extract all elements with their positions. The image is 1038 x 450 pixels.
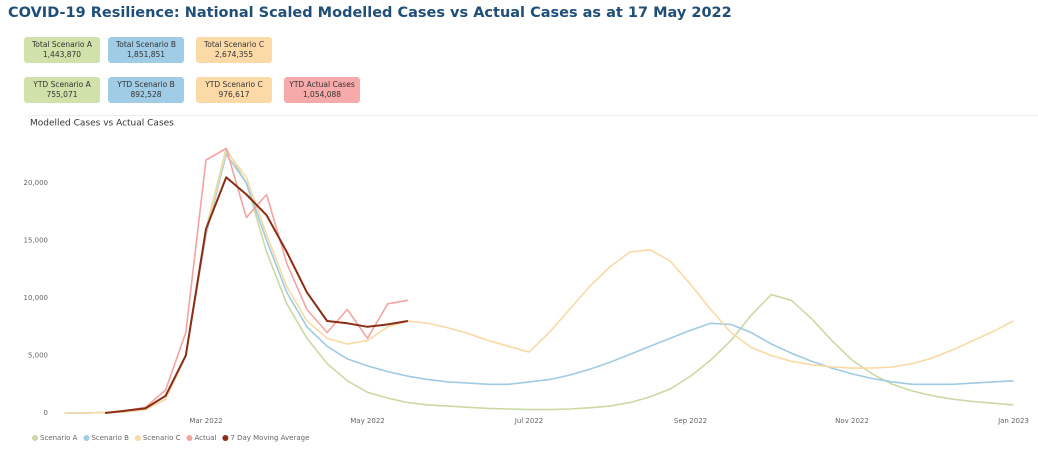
x-tick-label: Jan 2023	[997, 417, 1029, 425]
kpi-card: YTD Actual Cases 1,054,088	[284, 77, 360, 103]
legend-label: Scenario C	[143, 434, 181, 442]
legend-marker	[32, 435, 38, 441]
kpi-card: Total Scenario A 1,443,870	[24, 37, 100, 63]
legend-marker	[186, 435, 193, 441]
legend-label: Scenario B	[91, 434, 129, 442]
series-line	[64, 153, 1014, 414]
y-tick-label: 0	[44, 409, 48, 417]
card-label: YTD Scenario C	[205, 80, 263, 89]
kpi-card: Total Scenario C 2,674,355	[196, 37, 272, 63]
legend-marker	[134, 435, 141, 441]
card-label: YTD Actual Cases	[289, 80, 355, 89]
x-tick-label: Jul 2022	[514, 417, 544, 425]
series-line	[105, 147, 409, 414]
series-line	[64, 150, 1014, 414]
chart-panel	[28, 115, 1038, 450]
card-value: 892,528	[130, 90, 162, 99]
x-tick-label: Sep 2022	[674, 417, 707, 425]
page-title: COVID-19 Resilience: National Scaled Mod…	[8, 5, 732, 21]
card-label: Total Scenario C	[203, 40, 265, 49]
y-tick-label: 15,000	[24, 237, 49, 245]
card-label: Total Scenario B	[115, 40, 177, 49]
y-tick-label: 10,000	[24, 294, 49, 302]
legend-label: Scenario A	[40, 434, 78, 442]
x-tick-label: Nov 2022	[835, 417, 869, 425]
legend-marker	[83, 435, 90, 441]
legend-label: 7 Day Moving Average	[230, 434, 309, 442]
card-label: YTD Scenario A	[33, 80, 91, 89]
chart-title: Modelled Cases vs Actual Cases	[30, 119, 174, 129]
series-line	[64, 147, 1014, 414]
card-value: 1,851,851	[126, 50, 166, 59]
card-label: Total Scenario A	[31, 40, 93, 49]
y-tick-label: 5,000	[28, 352, 48, 360]
legend-marker	[222, 435, 229, 441]
legend-label: Actual	[194, 434, 216, 442]
x-tick-label: May 2022	[350, 417, 385, 425]
kpi-card: YTD Scenario C 976,617	[196, 77, 272, 103]
card-value: 2,674,355	[214, 50, 254, 59]
x-tick-label: Mar 2022	[189, 417, 222, 425]
card-label: YTD Scenario B	[117, 80, 175, 89]
card-value: 1,054,088	[302, 90, 342, 99]
card-value: 1,443,870	[42, 50, 82, 59]
kpi-card: YTD Scenario A 755,071	[24, 77, 100, 103]
card-value: 755,071	[46, 90, 78, 99]
y-tick-label: 20,000	[24, 179, 49, 187]
kpi-card: YTD Scenario B 892,528	[108, 77, 184, 103]
card-value: 976,617	[218, 90, 250, 99]
kpi-card: Total Scenario B 1,851,851	[108, 37, 184, 63]
series-line	[104, 176, 409, 414]
